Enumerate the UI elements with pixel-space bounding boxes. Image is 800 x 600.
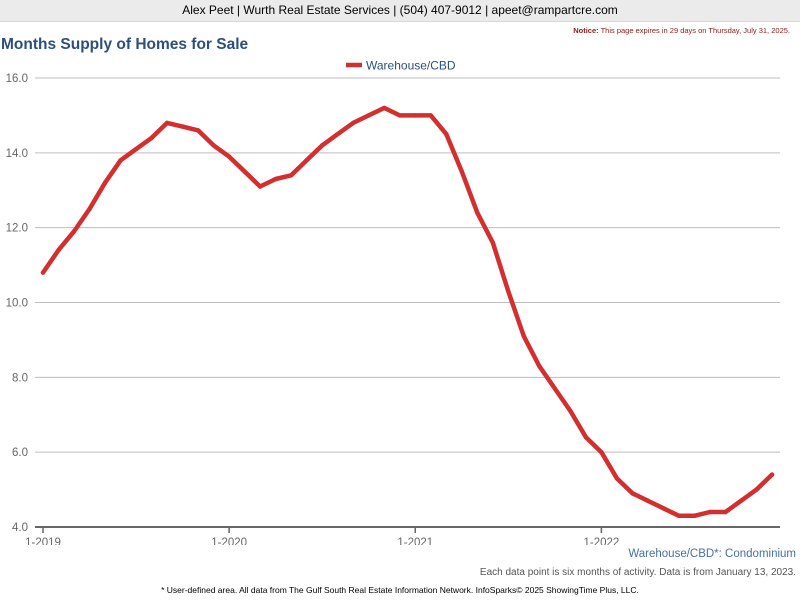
data-point [630, 491, 635, 496]
data-point [413, 113, 418, 118]
data-point [537, 363, 542, 369]
data-point [56, 247, 61, 253]
data-point [211, 143, 216, 148]
y-tick-label: 4.0 [12, 522, 28, 534]
data-point [180, 124, 185, 129]
expiry-notice: Notice: This page expires in 29 days on … [573, 26, 790, 35]
notice-label: Notice: [573, 26, 599, 35]
data-point [754, 487, 759, 492]
y-tick-label: 14.0 [6, 148, 28, 160]
data-point [552, 386, 558, 391]
data-point [304, 158, 309, 163]
data-point [428, 113, 433, 118]
series-line-warehouse-cbd [40, 105, 775, 519]
data-point [475, 210, 480, 215]
data-point [102, 180, 108, 185]
y-tick-label: 12.0 [6, 223, 28, 235]
grid-lines [35, 77, 780, 453]
data-point [723, 509, 728, 515]
data-point [645, 498, 651, 504]
data-point [444, 131, 449, 137]
data-point [149, 135, 154, 141]
data-point [164, 120, 170, 126]
data-point [335, 131, 340, 137]
x-axis: 1-2019 1-2020 1-2021 1-2022 [25, 526, 780, 545]
data-point [366, 113, 371, 118]
data-point [87, 206, 92, 212]
line-chart: 4.06.08.010.012.014.016.0 1-2019 1-2020 1-… [6, 59, 780, 545]
data-point [692, 513, 697, 518]
data-point [40, 270, 46, 275]
x-tick-label: 1-2021 [397, 537, 433, 545]
data-point [459, 169, 464, 174]
data-point [676, 513, 682, 518]
data-point [506, 289, 511, 294]
source-label[interactable]: Warehouse/CBD*: Condominium [628, 548, 796, 560]
legend: Warehouse/CBD [346, 59, 456, 73]
data-point [521, 333, 527, 339]
y-tick-label: 16.0 [6, 73, 28, 85]
data-point [195, 128, 201, 133]
data-point [568, 408, 573, 414]
data-point [133, 146, 139, 152]
data-point [226, 154, 232, 159]
credit-line: * User-defined area. All data from The G… [161, 585, 639, 595]
notice-text: This page expires in 29 days on Thursday… [600, 26, 790, 35]
data-point [118, 158, 123, 163]
data-point [257, 184, 263, 189]
data-point [319, 143, 325, 148]
data-point [769, 472, 775, 477]
data-point [661, 506, 666, 511]
data-point [397, 113, 402, 118]
contact-header: Alex Peet | Wurth Real Estate Services |… [0, 0, 800, 22]
x-tick-label: 1-2020 [211, 537, 247, 545]
legend-label: Warehouse/CBD [366, 59, 456, 73]
data-point [382, 105, 387, 111]
y-tick-label: 10.0 [6, 298, 28, 310]
y-tick-label: 6.0 [12, 447, 28, 459]
data-point [614, 476, 620, 481]
x-tick-label: 1-2019 [25, 537, 61, 545]
data-point [351, 120, 356, 126]
data-point [242, 169, 247, 174]
data-point [738, 498, 744, 504]
data-note: Each data point is six months of activit… [479, 567, 796, 578]
x-tick-label: 1-2022 [583, 537, 619, 545]
data-point [288, 173, 294, 178]
data-point [599, 449, 604, 455]
y-tick-label: 8.0 [12, 372, 28, 384]
data-point [490, 240, 496, 245]
data-point [707, 509, 713, 515]
data-point [583, 435, 589, 440]
y-axis-ticks: 4.0 6.0 8.0 10.0 12.0 14.0 16.0 [6, 73, 28, 534]
data-point [273, 176, 278, 182]
data-point [71, 229, 77, 234]
chart-title: Months Supply of Homes for Sale [1, 36, 249, 53]
series-lines [40, 105, 775, 519]
